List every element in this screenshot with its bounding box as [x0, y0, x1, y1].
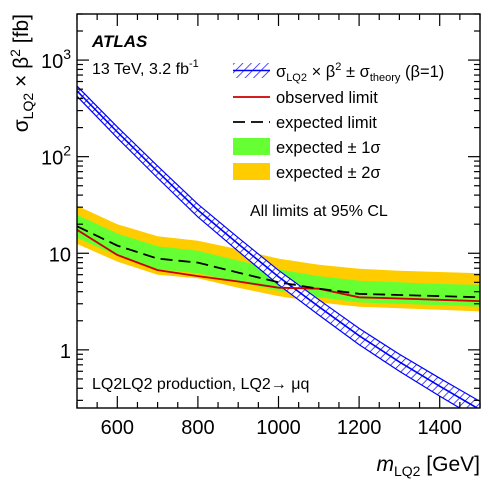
process-note: LQ2LQ2 production, LQ2→ μq	[92, 376, 309, 393]
legend-entry-band1: expected ± 1σ	[233, 138, 381, 157]
theory-central-line	[77, 90, 479, 408]
legend-entry-observed: observed limit	[233, 89, 378, 107]
y-tick-label: 103	[41, 46, 71, 73]
expected-limit-line	[77, 225, 480, 299]
y-tick-label: 1	[60, 341, 71, 363]
theory-upper-edge	[77, 85, 480, 402]
y-tick-label: 102	[41, 143, 71, 170]
confidence-level-note: All limits at 95% CL	[250, 203, 388, 220]
legend-swatch-band2	[233, 163, 270, 180]
y-axis-title: σLQ2 × β2 [fb]	[7, 14, 36, 132]
x-tick-label: 1200	[337, 417, 382, 439]
theory-uncertainty-band	[77, 85, 480, 408]
x-axis-title: mLQ2 [GeV]	[376, 453, 480, 479]
legend-entry-band2: expected ± 2σ	[233, 163, 381, 182]
x-tick-label: 800	[181, 417, 214, 439]
legend-label-band2: expected ± 2σ	[276, 164, 381, 182]
x-tick-label: 1400	[417, 417, 462, 439]
experiment-label: ATLAS	[91, 32, 148, 51]
legend-entry-expected: expected limit	[233, 114, 377, 132]
expected-1sigma-band	[77, 214, 480, 307]
x-tick-label: 1000	[256, 417, 301, 439]
y-axis-ticks: 1 10 102 103	[41, 13, 480, 401]
legend-label-observed: observed limit	[276, 89, 378, 107]
legend-entry-theory: σLQ2 × β2 ± σtheory (β=1)	[233, 61, 444, 84]
observed-limit-line	[77, 229, 480, 302]
x-tick-label: 600	[101, 417, 134, 439]
legend-label-band1: expected ± 1σ	[276, 139, 381, 157]
theory-lower-edge	[77, 95, 461, 408]
legend-label-expected: expected limit	[276, 114, 377, 132]
legend-swatch-band1	[233, 138, 270, 155]
legend-label-theory: σLQ2 × β2 ± σtheory (β=1)	[276, 61, 444, 84]
energy-lumi-label: 13 TeV, 3.2 fb-1	[92, 58, 199, 78]
x-axis-ticks: 600 800 1000 1200 1400	[76, 14, 481, 439]
legend: σLQ2 × β2 ± σtheory (β=1) observed limit…	[233, 61, 444, 182]
y-tick-label: 10	[49, 244, 71, 266]
